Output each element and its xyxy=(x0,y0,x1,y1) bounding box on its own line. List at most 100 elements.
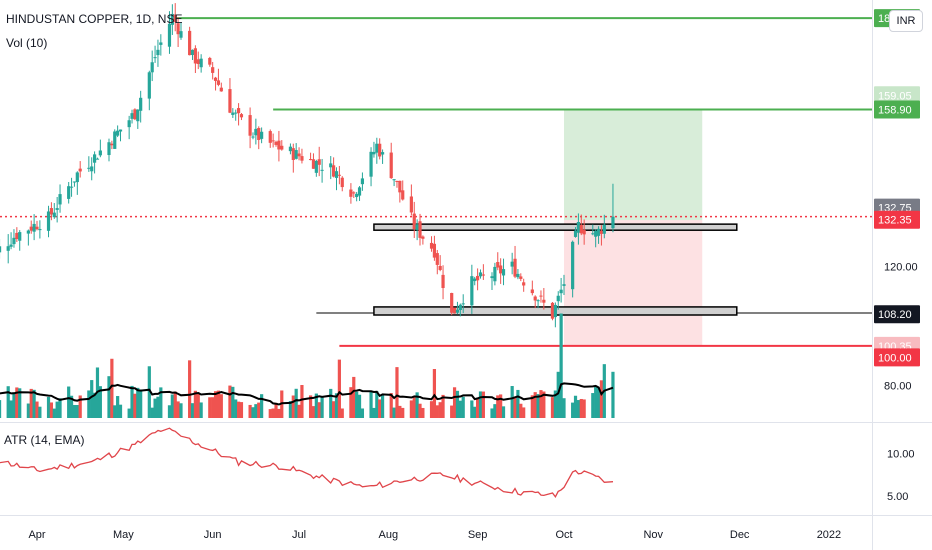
volume-bar xyxy=(156,396,160,418)
volume-bar xyxy=(46,396,51,418)
volume-bar xyxy=(461,396,465,418)
candle-body xyxy=(556,295,560,302)
price-axis-label: 120.00 xyxy=(884,262,918,274)
candle-body xyxy=(55,208,59,210)
volume-bar xyxy=(153,398,157,418)
volume-bar xyxy=(320,396,324,418)
candle-body xyxy=(562,284,566,286)
candle-body xyxy=(113,131,117,149)
volume-bar xyxy=(291,395,295,418)
candle-body xyxy=(98,150,102,156)
volume-bar xyxy=(539,390,543,418)
candle-body xyxy=(550,302,555,319)
volume-bar xyxy=(522,407,526,418)
candle-body xyxy=(579,224,583,234)
candle-body xyxy=(248,115,252,136)
time-axis-label: Aug xyxy=(379,529,399,541)
volume-bar xyxy=(519,403,523,418)
volume-bar xyxy=(55,401,59,418)
volume-bar xyxy=(582,399,586,418)
volume-bar xyxy=(412,397,416,418)
candle-body xyxy=(352,192,356,194)
candle-body xyxy=(72,181,77,183)
candle-body xyxy=(156,49,160,56)
volume-bar xyxy=(458,400,462,418)
volume-bar xyxy=(69,395,74,418)
volume-bar xyxy=(571,402,575,418)
volume-bar xyxy=(110,358,114,418)
volume-bar xyxy=(257,402,261,418)
volume-bar xyxy=(113,405,117,418)
candle-body xyxy=(421,236,425,239)
candle-body xyxy=(15,232,19,240)
candle-body xyxy=(372,151,376,155)
time-axis-label: Nov xyxy=(643,529,663,541)
volume-bar xyxy=(288,401,293,418)
candle-body xyxy=(136,109,140,122)
volume-bar xyxy=(308,395,313,418)
volume-bar xyxy=(542,391,546,418)
volume-bar xyxy=(211,397,215,418)
candle-body xyxy=(239,114,244,118)
volume-indicator-label: Vol (10) xyxy=(6,36,48,50)
candle-body xyxy=(216,80,221,85)
candle-body xyxy=(268,131,272,143)
volume-bar xyxy=(78,395,82,418)
volume-bar xyxy=(193,390,197,418)
volume-bar xyxy=(150,407,154,418)
volume-bar xyxy=(260,394,264,418)
candle-body xyxy=(334,171,339,178)
volume-bar xyxy=(239,402,244,418)
volume-bar xyxy=(231,386,235,418)
volume-bar xyxy=(496,395,500,418)
volume-bar xyxy=(375,391,379,418)
candle-body xyxy=(254,128,258,136)
volume-bar xyxy=(435,405,439,418)
candle-body xyxy=(271,140,275,142)
volume-bar xyxy=(452,387,457,418)
candle-body xyxy=(355,193,359,198)
volume-bar xyxy=(337,359,341,418)
price-tag xyxy=(874,305,920,324)
currency-badge[interactable]: INR xyxy=(889,10,923,32)
candle-body xyxy=(173,14,177,22)
volume-bar xyxy=(510,386,514,418)
candle-body xyxy=(118,129,123,132)
volume-bar xyxy=(38,406,42,418)
volume-bar xyxy=(409,400,413,418)
volume-bar xyxy=(219,394,223,418)
volume-bar xyxy=(18,388,22,418)
candle-body xyxy=(357,187,362,196)
candle-body xyxy=(95,158,100,160)
volume-bar xyxy=(401,407,405,418)
volume-bar xyxy=(116,396,120,418)
volume-bar xyxy=(450,405,454,418)
candle-body xyxy=(90,166,94,172)
volume-bar xyxy=(533,392,537,418)
volume-bar xyxy=(170,394,174,418)
volume-bar xyxy=(559,313,563,418)
candle-body xyxy=(159,42,163,45)
candle-body xyxy=(190,49,195,55)
volume-bar xyxy=(415,392,419,418)
candle-body xyxy=(533,296,537,301)
volume-bar xyxy=(314,393,318,418)
candle-body xyxy=(67,186,71,199)
candle-body xyxy=(516,273,520,278)
candle-body xyxy=(29,226,33,231)
candle-body xyxy=(167,23,172,47)
candle-body xyxy=(274,141,278,145)
candle-body xyxy=(170,13,174,25)
candle-body xyxy=(401,190,405,200)
volume-bar xyxy=(52,408,56,418)
volume-bar xyxy=(12,392,16,418)
volume-bar xyxy=(213,391,218,418)
volume-bar xyxy=(268,409,272,418)
time-axis-label: Jul xyxy=(292,529,306,541)
volume-bar xyxy=(0,400,2,418)
candle-body xyxy=(378,143,382,157)
candle-body xyxy=(35,226,39,230)
candle-body xyxy=(308,159,313,161)
candle-body xyxy=(392,179,396,181)
